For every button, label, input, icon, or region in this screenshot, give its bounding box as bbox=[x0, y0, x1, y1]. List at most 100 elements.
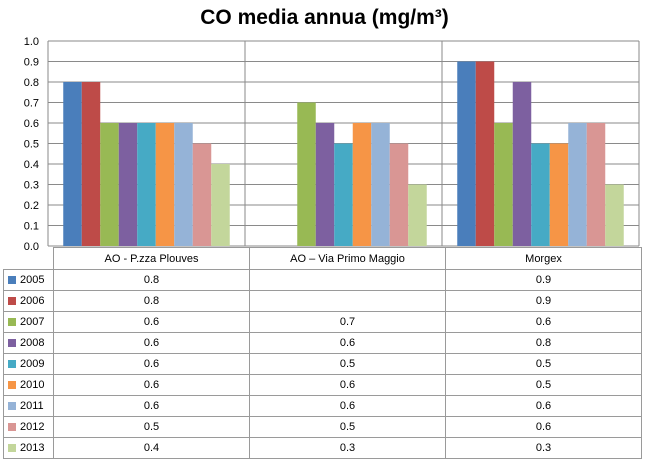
series-name: 2009 bbox=[20, 358, 45, 370]
bar-2010-3 bbox=[549, 143, 569, 246]
table-row: 2009 0.6 0.5 0.5 bbox=[3, 353, 642, 375]
series-name: 2005 bbox=[20, 274, 45, 286]
table-header-row: AO - P.zza Plouves AO – Via Primo Maggio M… bbox=[3, 247, 642, 270]
series-name: 2011 bbox=[20, 400, 44, 412]
series-label: 2008 bbox=[3, 332, 54, 354]
legend-swatch bbox=[8, 339, 16, 347]
series-label: 2013 bbox=[3, 437, 54, 459]
table-row: 2011 0.6 0.6 0.6 bbox=[3, 395, 642, 417]
series-name: 2010 bbox=[20, 379, 45, 391]
data-label: 0.6 bbox=[445, 395, 642, 417]
series-name: 2013 bbox=[20, 442, 45, 454]
bar-2013-1 bbox=[211, 164, 230, 246]
bar-2013-2 bbox=[408, 184, 427, 246]
series-name: 2006 bbox=[20, 295, 45, 307]
bar-2007-1 bbox=[100, 123, 119, 246]
series-label: 2006 bbox=[3, 290, 54, 312]
category-label: AO – Via Primo Maggio bbox=[249, 247, 446, 270]
bar-2010-2 bbox=[352, 123, 372, 246]
table-row: 2013 0.4 0.3 0.3 bbox=[3, 437, 642, 459]
bar-2013-3 bbox=[605, 184, 624, 246]
data-label: 0.9 bbox=[445, 290, 642, 312]
data-label: 0.6 bbox=[249, 332, 446, 354]
data-label: 0.6 bbox=[53, 332, 250, 354]
bar-2012-1 bbox=[192, 143, 212, 246]
table-row: 2008 0.6 0.6 0.8 bbox=[3, 332, 642, 354]
y-tick-label: 0.3 bbox=[24, 180, 39, 192]
legend-swatch bbox=[8, 276, 16, 284]
category-label: AO - P.zza Plouves bbox=[53, 247, 250, 270]
table-row: 2006 0.8 0.9 bbox=[3, 290, 642, 312]
bar-2012-2 bbox=[389, 143, 409, 246]
bar-2012-3 bbox=[586, 123, 606, 246]
legend-swatch bbox=[8, 318, 16, 326]
legend-swatch bbox=[8, 423, 16, 431]
series-name: 2008 bbox=[20, 337, 45, 349]
data-label: 0.6 bbox=[53, 374, 250, 396]
data-label: 0.9 bbox=[445, 269, 642, 291]
chart-plot: 0.0 0.1 0.2 0.3 0.4 0.5 0.6 0.7 0.8 0.9 1.0 bbox=[24, 36, 640, 250]
legend-swatch bbox=[8, 381, 16, 389]
y-tick-label: 0.9 bbox=[24, 57, 39, 69]
y-tick-label: 0.1 bbox=[24, 221, 39, 233]
table-row: 2007 0.6 0.7 0.6 bbox=[3, 311, 642, 333]
y-tick-label: 0.0 bbox=[24, 241, 39, 250]
data-label: 0.3 bbox=[249, 437, 446, 459]
bar-2011-2 bbox=[371, 123, 390, 246]
table-row: 2010 0.6 0.6 0.5 bbox=[3, 374, 642, 396]
series-name: 2007 bbox=[20, 316, 45, 328]
data-label: 0.5 bbox=[249, 416, 446, 438]
bar-2011-3 bbox=[568, 123, 587, 246]
y-tick-label: 0.8 bbox=[24, 77, 39, 89]
bar-2008-3 bbox=[512, 82, 532, 246]
data-label: 0.6 bbox=[53, 395, 250, 417]
series-label: 2012 bbox=[3, 416, 54, 438]
data-label: 0.5 bbox=[445, 353, 642, 375]
data-label: 0.5 bbox=[53, 416, 250, 438]
data-label: 0.6 bbox=[445, 311, 642, 333]
bar-2005-3 bbox=[457, 61, 476, 246]
table-row: 2012 0.5 0.5 0.6 bbox=[3, 416, 642, 438]
data-label: 0.6 bbox=[249, 374, 446, 396]
y-tick-label: 0.6 bbox=[24, 118, 39, 130]
data-label: 0.5 bbox=[445, 374, 642, 396]
series-label: 2005 bbox=[3, 269, 54, 291]
y-tick-label: 0.2 bbox=[24, 200, 39, 212]
bar-2009-2 bbox=[334, 143, 353, 246]
data-label bbox=[249, 269, 446, 291]
data-label: 0.6 bbox=[53, 311, 250, 333]
y-tick-label: 0.7 bbox=[24, 98, 39, 110]
data-label: 0.4 bbox=[53, 437, 250, 459]
bar-2008-1 bbox=[118, 123, 138, 246]
series-label: 2007 bbox=[3, 311, 54, 333]
data-label: 0.8 bbox=[53, 290, 250, 312]
category-label: Morgex bbox=[445, 247, 642, 270]
bar-2011-1 bbox=[174, 123, 193, 246]
legend-swatch bbox=[8, 402, 16, 410]
bar-2006-1 bbox=[81, 82, 101, 246]
bar-2009-3 bbox=[531, 143, 550, 246]
table-row: 2005 0.8 0.9 bbox=[3, 269, 642, 291]
bar-2010-1 bbox=[155, 123, 175, 246]
y-tick-label: 1.0 bbox=[24, 36, 39, 48]
data-label: 0.6 bbox=[249, 395, 446, 417]
table-corner bbox=[3, 247, 54, 270]
bar-2007-2 bbox=[297, 102, 316, 246]
legend-swatch bbox=[8, 444, 16, 452]
data-label: 0.3 bbox=[445, 437, 642, 459]
bar-2008-2 bbox=[315, 123, 335, 246]
y-tick-label: 0.5 bbox=[24, 139, 39, 151]
data-table: AO - P.zza Plouves AO – Via Primo Maggio M… bbox=[3, 247, 642, 459]
bar-2006-3 bbox=[475, 61, 495, 246]
series-label: 2010 bbox=[3, 374, 54, 396]
data-label: 0.6 bbox=[445, 416, 642, 438]
bar-2009-1 bbox=[137, 123, 156, 246]
data-label bbox=[249, 290, 446, 312]
chart-title: CO media annua (mg/m³) bbox=[200, 6, 449, 29]
series-name: 2012 bbox=[20, 421, 45, 433]
data-label: 0.7 bbox=[249, 311, 446, 333]
series-label: 2009 bbox=[3, 353, 54, 375]
legend-swatch bbox=[8, 297, 16, 305]
data-label: 0.8 bbox=[53, 269, 250, 291]
bar-2005-1 bbox=[63, 82, 82, 246]
